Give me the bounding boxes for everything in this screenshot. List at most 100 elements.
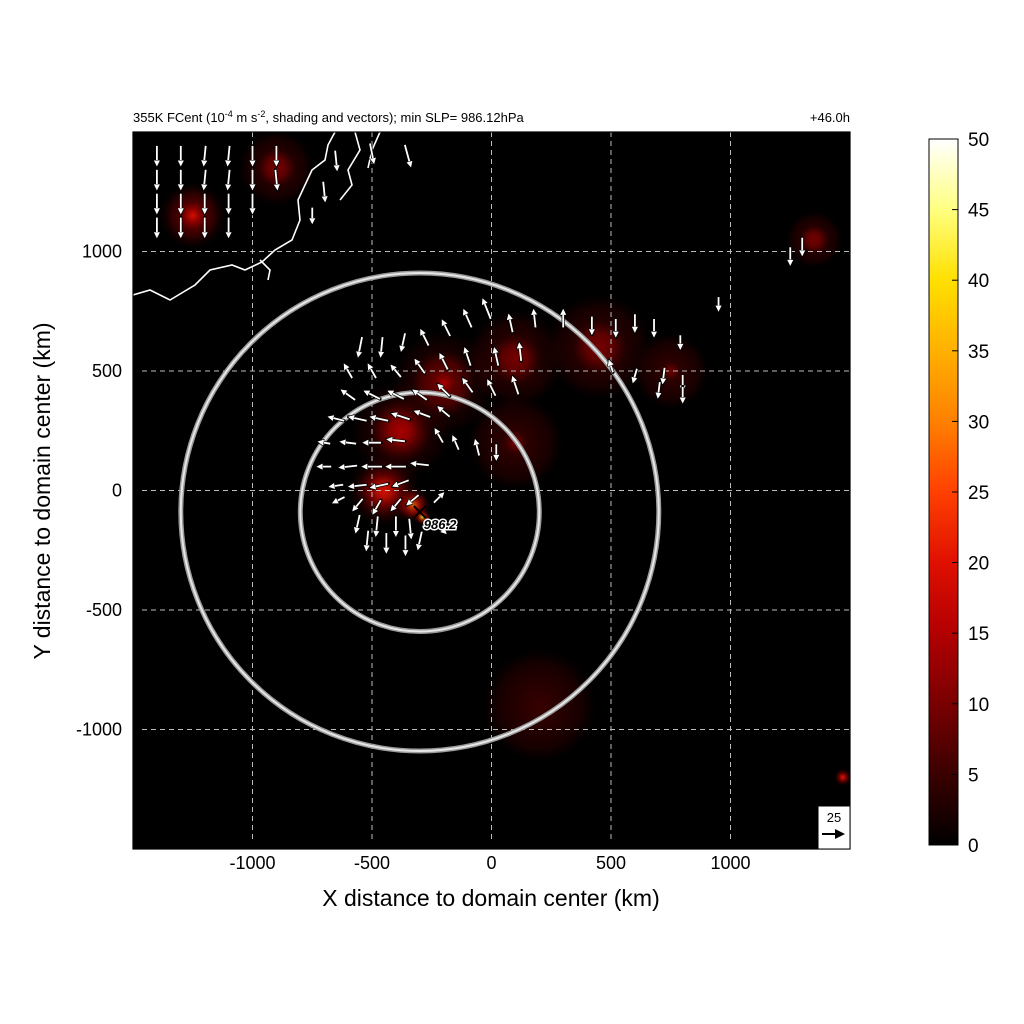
wind-vector <box>509 314 514 333</box>
storm-center-marker: 986.2 <box>413 505 459 534</box>
radius-ring <box>299 391 541 633</box>
heat-hotspot <box>622 323 719 419</box>
wind-vector <box>349 485 367 487</box>
wind-vector <box>204 169 206 190</box>
heat-hotspot <box>833 767 850 787</box>
wind-vector <box>204 145 206 166</box>
coastline <box>133 132 381 301</box>
colorbar-tick-label: 0 <box>968 836 979 857</box>
colorbar-tick-label: 35 <box>968 342 989 363</box>
wind-vector <box>403 144 411 167</box>
wind-vector <box>421 330 430 346</box>
wind-vector <box>393 479 409 486</box>
x-tick-label: 500 <box>596 853 626 873</box>
wind-vector <box>413 390 428 401</box>
wind-vector <box>275 169 277 190</box>
wind-vector <box>438 384 451 397</box>
heat-hotspot <box>228 132 325 216</box>
radius-rings <box>178 270 662 754</box>
wind-vector <box>401 333 406 351</box>
plot-title: 355K FCent (10-4 m s-2, shading and vect… <box>133 109 525 125</box>
colorbar-ticks: 0 5 10 15 20 25 30 35 40 45 50 <box>952 130 989 857</box>
wind-vector <box>388 391 405 400</box>
grid-lines <box>133 132 850 849</box>
wind-vector <box>349 417 367 422</box>
wind-vector <box>353 498 364 511</box>
wind-vector <box>440 353 449 370</box>
wind-vector <box>494 348 500 366</box>
wind-vector <box>387 439 405 441</box>
wind-vector <box>453 436 460 451</box>
y-tick-label: 0 <box>112 481 122 501</box>
wind-vector <box>333 496 345 503</box>
wind-vector <box>464 309 473 328</box>
wind-vector <box>475 439 479 456</box>
wind-vector <box>663 367 665 384</box>
wind-vector <box>376 516 378 536</box>
y-tick-label: -500 <box>86 600 122 620</box>
colorbar-tick-label: 40 <box>968 271 989 292</box>
wind-vector <box>512 376 520 395</box>
wind-vector <box>381 337 383 357</box>
wind-vector <box>411 463 429 465</box>
wind-vector <box>344 364 353 379</box>
wind-vector <box>366 530 368 551</box>
y-tick-label: 1000 <box>82 242 122 262</box>
reference-vector-label: 25 <box>827 810 841 825</box>
wind-vector <box>442 320 451 337</box>
y-axis-label: Y distance to domain center (km) <box>29 322 55 659</box>
wind-vector <box>318 442 331 444</box>
heat-hotspot <box>467 633 611 778</box>
wind-vector <box>435 429 444 443</box>
wind-vector <box>633 368 637 383</box>
wind-vector <box>328 417 345 421</box>
wind-vector <box>488 380 497 397</box>
wind-vector <box>364 391 381 400</box>
wind-vector <box>228 169 230 190</box>
wind-vector <box>391 365 402 378</box>
y-axis-ticks: -1000 -500 0 500 1000 <box>76 242 139 740</box>
wind-vectors <box>157 141 802 558</box>
colorbar-tick-label: 10 <box>968 695 989 716</box>
radius-ring <box>179 272 660 753</box>
wind-vector <box>407 494 420 505</box>
wind-vector <box>609 360 613 373</box>
heat-hotspot <box>156 179 229 252</box>
colorbar-tick-label: 45 <box>968 201 989 222</box>
wind-vector <box>323 181 325 202</box>
wind-vector <box>392 413 410 421</box>
colorbar-tick-label: 25 <box>968 483 989 504</box>
wind-vector <box>358 336 363 357</box>
wind-vector <box>435 523 446 534</box>
wind-vector <box>368 364 377 379</box>
wind-vector <box>373 499 382 514</box>
wind-vector <box>465 348 472 366</box>
wind-vector <box>534 309 536 328</box>
colorbar-tick-label: 15 <box>968 624 989 645</box>
wind-vector <box>356 514 361 533</box>
colorbar-tick-label: 5 <box>968 765 979 786</box>
wind-vector <box>418 531 423 550</box>
y-tick-label: -1000 <box>76 720 122 740</box>
colorbar-tick-label: 50 <box>968 130 989 151</box>
wind-vector <box>415 359 426 374</box>
wind-vector <box>329 485 344 487</box>
wind-vector <box>463 378 474 393</box>
wind-vector <box>438 407 451 418</box>
wind-vector <box>414 411 431 418</box>
forecast-time-label: +46.0h <box>810 110 850 125</box>
x-axis-label: X distance to domain center (km) <box>322 885 659 911</box>
wind-vector <box>370 417 389 422</box>
wind-vector <box>339 466 358 468</box>
wind-vector <box>335 150 337 171</box>
wind-vector <box>228 145 230 166</box>
wind-vector <box>519 343 521 361</box>
x-tick-label: -1000 <box>229 853 275 873</box>
wind-vector <box>658 382 660 398</box>
wind-vector <box>391 498 402 511</box>
colorbar-tick-label: 20 <box>968 554 989 575</box>
center-pressure-label: 986.2 <box>424 517 457 532</box>
wind-vector <box>433 493 444 504</box>
x-tick-label: 0 <box>486 853 496 873</box>
